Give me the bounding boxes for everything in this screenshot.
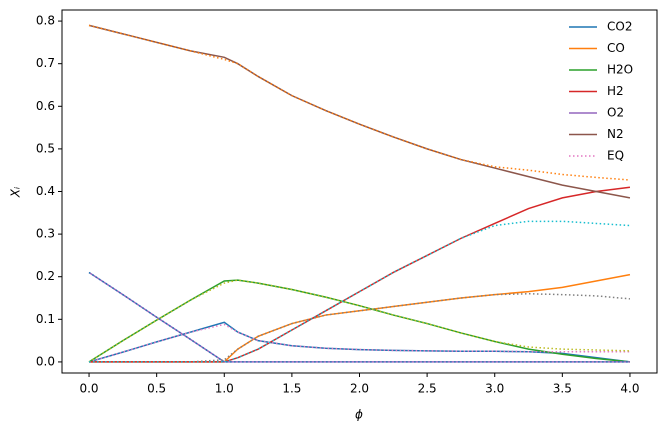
x-axis-label: ϕ (355, 408, 363, 422)
y-tick-label: 0.4 (36, 184, 55, 198)
x-tick-label: 1.0 (215, 382, 234, 396)
eq-line (88, 24, 631, 181)
x-tick-label: 2.0 (350, 382, 369, 396)
y-tick-label: 0.5 (36, 141, 55, 155)
data-line (88, 321, 631, 363)
legend-label: CO2 (607, 20, 632, 34)
eq-line (88, 323, 630, 363)
x-tick-label: 0.5 (147, 382, 166, 396)
y-axis-label: Xᵢ (9, 187, 23, 198)
eq-line (89, 292, 631, 363)
x-tick-label: 3.5 (553, 382, 572, 396)
data-line (88, 24, 631, 199)
data-line (89, 186, 631, 363)
y-tick-label: 0.2 (36, 269, 55, 283)
y-tick-label: 0.0 (36, 354, 55, 368)
y-tick-label: 0.6 (36, 99, 55, 113)
x-tick-label: 2.5 (418, 382, 437, 396)
legend-label: O2 (607, 106, 624, 120)
y-tick-label: 0.3 (36, 227, 55, 241)
x-tick-label: 0.0 (79, 382, 98, 396)
y-tick-label: 0.1 (36, 312, 55, 326)
x-tick-label: 1.5 (282, 382, 301, 396)
eq-line (89, 220, 630, 363)
legend-label: H2 (607, 84, 624, 98)
legend-label: EQ (607, 149, 624, 163)
x-tick-label: 3.0 (485, 382, 504, 396)
legend-label: H2O (607, 63, 633, 77)
y-tick-label: 0.7 (36, 56, 55, 70)
x-tick-label: 4.0 (620, 382, 639, 396)
plot-frame (61, 9, 658, 374)
legend-label: N2 (607, 127, 624, 141)
y-tick-label: 0.8 (36, 14, 55, 28)
eq-line (88, 271, 630, 363)
legend-label: CO (607, 41, 625, 55)
